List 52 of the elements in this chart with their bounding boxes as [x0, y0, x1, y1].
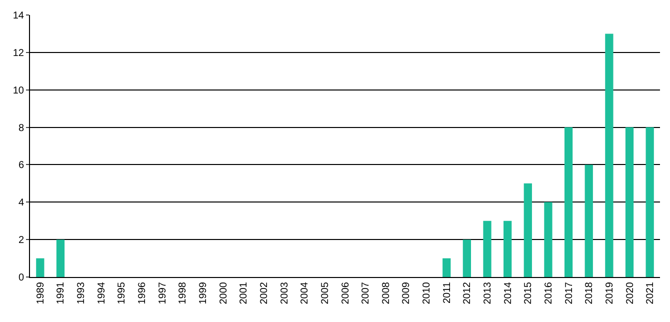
bar: [625, 127, 634, 277]
x-tick-label: 1989: [35, 282, 46, 304]
x-tick-label: 2013: [482, 282, 494, 304]
x-tick-label: 1995: [116, 282, 128, 304]
x-tick-label: 1993: [76, 282, 88, 304]
bar: [605, 34, 614, 277]
bar: [462, 240, 471, 277]
bar: [56, 240, 65, 277]
x-tick-label: 1994: [96, 282, 108, 304]
x-tick-label: 1991: [56, 282, 67, 304]
x-tick-label: 2007: [360, 282, 372, 304]
x-tick-label: 2016: [543, 282, 554, 304]
x-tick-label: 2010: [422, 282, 433, 304]
x-tick-label: 2015: [523, 282, 534, 304]
x-tick-label: 2018: [584, 282, 596, 304]
x-tick-label: 2019: [604, 282, 616, 304]
bar: [544, 202, 552, 277]
x-tick-label: 2008: [380, 282, 392, 304]
x-tick-label: 2001: [238, 282, 250, 304]
x-tick-label: 2000: [218, 282, 230, 304]
y-tick-label: 12: [12, 48, 24, 59]
x-tick-label: 2004: [300, 282, 311, 304]
bar: [442, 258, 451, 277]
x-tick-label: 1998: [178, 282, 189, 304]
x-tick-label: 2003: [279, 282, 290, 304]
bar: [483, 220, 492, 277]
x-tick-label: 2017: [564, 282, 575, 304]
y-tick-label: 4: [18, 198, 24, 209]
bar: [646, 127, 654, 277]
y-tick-label: 0: [18, 272, 24, 284]
x-tick-label: 2020: [624, 282, 636, 304]
bar: [584, 164, 593, 277]
y-tick-label: 2: [18, 235, 24, 246]
x-tick-label: 2006: [340, 282, 352, 304]
bar: [524, 183, 532, 277]
x-tick-label: 2014: [502, 282, 514, 304]
bar: [36, 258, 44, 277]
x-tick-label: 2021: [645, 282, 656, 304]
x-tick-label: 1999: [198, 282, 209, 304]
x-tick-label: 2002: [258, 282, 270, 304]
y-tick-label: 14: [12, 10, 24, 22]
y-tick-label: 10: [12, 85, 24, 96]
bar: [564, 127, 573, 277]
y-tick-label: 6: [18, 160, 24, 172]
bar: [504, 220, 512, 277]
x-tick-label: 1997: [157, 282, 168, 304]
y-tick-label: 8: [18, 122, 24, 134]
x-tick-label: 2005: [320, 282, 331, 304]
x-tick-label: 2012: [462, 282, 474, 304]
x-tick-label: 1996: [137, 282, 148, 304]
x-tick-label: 2009: [401, 282, 412, 304]
x-tick-label: 2011: [442, 282, 453, 304]
